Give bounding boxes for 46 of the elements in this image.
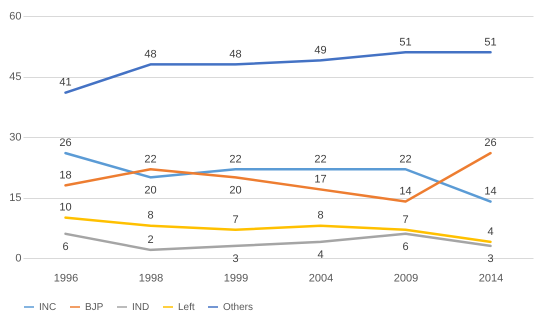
data-label: 3 xyxy=(487,252,494,265)
y-tick-label: 60 xyxy=(9,10,22,22)
x-tick-label: 2004 xyxy=(308,272,334,284)
data-label: 14 xyxy=(484,186,497,198)
legend-label: INC xyxy=(39,302,56,313)
x-tick-label: 2014 xyxy=(478,272,504,284)
data-label: 51 xyxy=(484,36,497,48)
data-label: 7 xyxy=(232,214,239,226)
data-label: 3 xyxy=(232,252,239,265)
legend-label: Others xyxy=(223,302,254,313)
data-label: 6 xyxy=(402,240,409,253)
data-label: 22 xyxy=(399,153,412,166)
data-label: 41 xyxy=(59,76,72,89)
data-label: 8 xyxy=(147,210,154,222)
data-label: 7 xyxy=(402,214,409,226)
data-label: 2 xyxy=(147,234,154,246)
x-tick-label: 2009 xyxy=(394,272,418,284)
x-tick-label: 1999 xyxy=(224,272,248,284)
x-tick-label: 1996 xyxy=(54,272,78,284)
data-label: 22 xyxy=(144,153,157,166)
legend-label: IND xyxy=(132,302,150,313)
y-tick-label: 15 xyxy=(9,192,22,204)
legend-label: BJP xyxy=(85,302,104,313)
y-tick-label: 45 xyxy=(9,71,22,83)
data-label: 26 xyxy=(59,137,72,150)
data-label: 4 xyxy=(487,226,494,238)
data-label: 48 xyxy=(229,48,242,60)
data-label: 51 xyxy=(399,36,412,48)
y-tick-label: 0 xyxy=(15,252,22,264)
data-label: 22 xyxy=(229,153,242,166)
data-label: 26 xyxy=(484,137,497,150)
data-label: 18 xyxy=(59,169,72,182)
data-label: 6 xyxy=(62,240,69,253)
data-label: 49 xyxy=(314,44,327,56)
data-label: 8 xyxy=(317,210,324,222)
data-label: 14 xyxy=(399,186,412,198)
legend-label: Left xyxy=(178,302,195,313)
data-label: 20 xyxy=(144,184,157,196)
x-tick-label: 1998 xyxy=(138,272,164,284)
data-label: 10 xyxy=(59,202,72,214)
data-label: 17 xyxy=(314,173,327,186)
data-label: 4 xyxy=(317,248,324,261)
y-tick-label: 30 xyxy=(9,132,22,144)
data-label: 20 xyxy=(229,184,242,196)
data-label: 48 xyxy=(144,48,157,60)
data-label: 22 xyxy=(314,153,327,166)
